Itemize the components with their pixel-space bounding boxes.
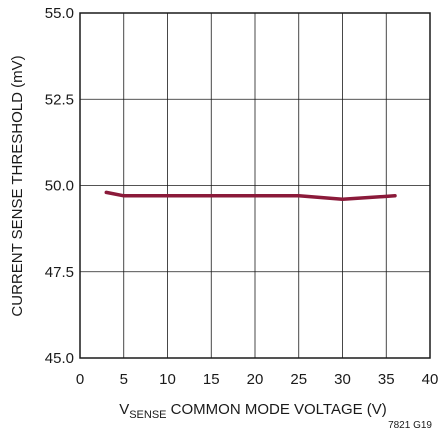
x-tick-label: 30 (334, 371, 351, 388)
y-tick-label: 52.5 (45, 91, 74, 108)
figure-id: 7821 G19 (388, 420, 432, 431)
series-line (104, 190, 397, 202)
x-tick-labels: 0 5 10 15 20 25 30 35 40 (76, 371, 439, 388)
x-tick-label: 5 (120, 371, 128, 388)
x-axis-label: VSENSE COMMON MODE VOLTAGE (V) (119, 401, 387, 421)
series (104, 190, 397, 202)
grid (80, 13, 430, 358)
x-tick-label: 40 (422, 371, 439, 388)
y-tick-label: 50.0 (45, 178, 74, 195)
y-tick-label: 55.0 (45, 5, 74, 22)
y-axis-label: CURRENT SENSE THRESHOLD (mV) (9, 55, 26, 316)
x-tick-label: 15 (203, 371, 220, 388)
x-tick-label: 0 (76, 371, 84, 388)
x-axis-label-main: V (119, 401, 129, 418)
x-tick-label: 10 (159, 371, 176, 388)
x-tick-label: 25 (290, 371, 307, 388)
y-tick-label: 47.5 (45, 264, 74, 281)
x-tick-label: 35 (378, 371, 395, 388)
x-tick-label: 20 (247, 371, 264, 388)
plot-frame (79, 12, 431, 359)
y-tick-labels: 45.0 47.5 50.0 52.5 55.0 (45, 5, 74, 367)
x-axis-label-subscript: SENSE (129, 409, 166, 421)
y-tick-label: 45.0 (45, 350, 74, 367)
x-axis-label-rest: COMMON MODE VOLTAGE (V) (167, 401, 387, 418)
